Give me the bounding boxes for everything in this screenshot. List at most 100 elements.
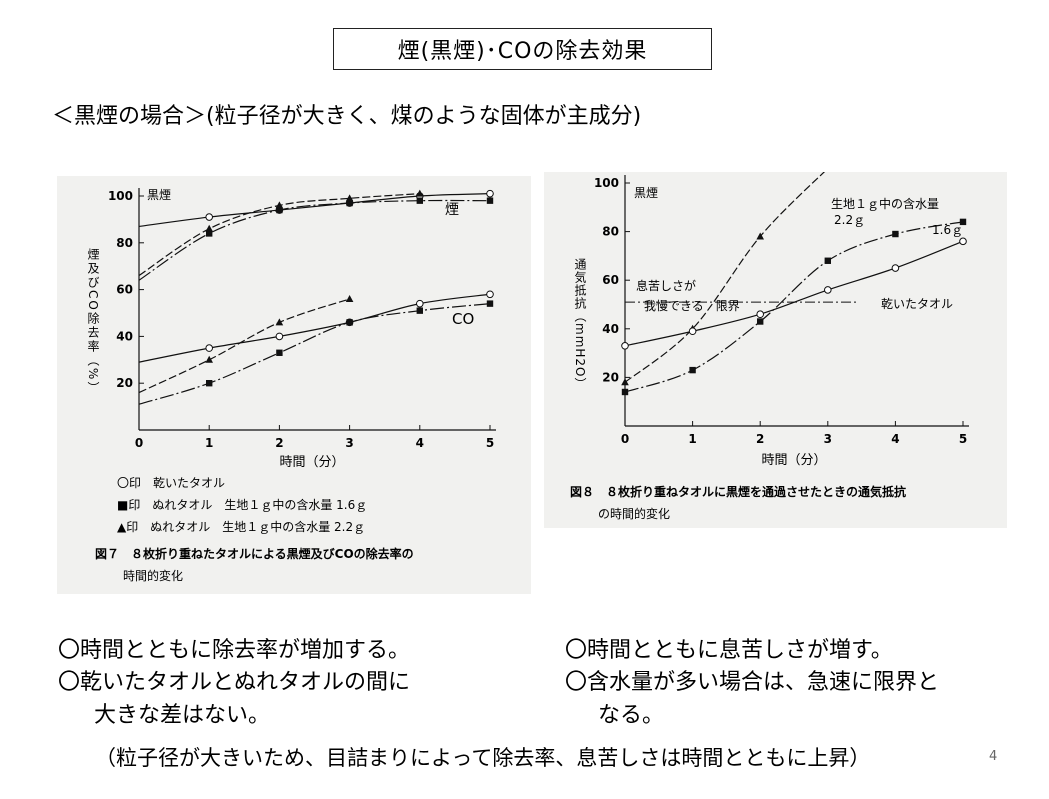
figure-8: 0 1 2 3 4 5 20 40 60 80 100 黒煙 生地１ｇ中の含水量 2.2ｇ 1.6ｇ…: [544, 172, 1007, 528]
x-tick-label: 3: [345, 436, 353, 450]
series-label-dry-towel: 乾いたタオル: [881, 297, 953, 311]
bullet-left-2: 〇乾いたタオルとぬれタオルの間に: [58, 670, 411, 695]
data-point-4-1: [276, 349, 283, 356]
data-point-1-3: [416, 197, 423, 204]
footnote: （粒子径が大きいため、目詰まりによって除去率、息苦しさは時間とともに上昇）: [95, 746, 871, 770]
data-point-0-2: [756, 232, 764, 240]
y-tick-label: 40: [602, 322, 619, 336]
legend-wet-2-2: ▲印 ぬれタオル 生地１ｇ中の含水量 2.2ｇ: [117, 519, 365, 534]
data-point-0-4: [486, 189, 494, 198]
data-point-3-3: [416, 299, 424, 308]
data-point-0-0: [621, 378, 629, 386]
series-line-circle: [138, 293, 491, 363]
x-tick-label: 2: [756, 432, 764, 446]
legend-dry-towel: 〇印 乾いたタオル: [117, 476, 225, 490]
y-tick-label: 80: [116, 236, 133, 250]
data-point-4-0: [206, 380, 213, 387]
data-point-1-5: [959, 218, 967, 226]
x-tick-label: 5: [486, 436, 494, 450]
y-tick-label: 60: [602, 273, 619, 287]
series-label-2-2g: 2.2ｇ: [834, 213, 865, 227]
y-tick-label: 100: [108, 189, 133, 203]
slide-title: 煙(黒煙)･COの除去効果: [333, 28, 712, 70]
bullet-left-1: 〇時間とともに除去率が増加する。: [58, 638, 411, 663]
bullet-right-3: なる。: [598, 703, 665, 728]
data-point-3-4: [486, 290, 494, 299]
y-axis-label: 通気抵抗（mmH2O）: [573, 258, 587, 391]
x-axis-label: 時間（分）: [761, 453, 826, 468]
slide-subtitle: ＜黒煙の場合＞(粒子径が大きく、煤のような固体が主成分): [52, 104, 642, 129]
x-tick-label: 1: [688, 432, 696, 446]
data-point-1-1: [276, 206, 283, 214]
data-point-2-5: [959, 237, 967, 246]
bullet-right-2: 〇含水量が多い場合は、急速に限界と: [565, 670, 940, 695]
series-line-square: [138, 303, 491, 405]
data-point-5-1: [275, 318, 284, 326]
data-point-5-0: [205, 355, 213, 363]
limit-label-line1: 息苦しさが: [636, 278, 696, 293]
series-line-circle: [624, 240, 964, 347]
series-label-water-content: 生地１ｇ中の含水量: [831, 196, 939, 211]
figure-caption-line1: 図８ ８枚折り重ねタオルに黒煙を通過させたときの通気抵抗: [570, 484, 906, 499]
x-tick-label: 0: [135, 436, 143, 450]
x-tick-label: 0: [621, 432, 629, 446]
series-line-circle: [138, 193, 491, 228]
limit-label-line2: 我慢できる 限界: [644, 299, 740, 313]
data-point-1-4: [892, 230, 899, 238]
data-point-2-2: [345, 194, 354, 202]
figure-caption-line1: 図７ ８枚折り重ねたタオルによる黒煙及びCOの除去率の: [95, 546, 414, 561]
y-tick-label: 20: [602, 370, 619, 384]
co-label: CO: [452, 310, 474, 328]
data-point-2-3: [824, 286, 832, 294]
series-line-triangle: [624, 172, 826, 383]
data-point-3-1: [275, 332, 284, 341]
bullet-left-3: 大きな差はない。: [94, 703, 271, 728]
x-tick-label: 4: [891, 432, 899, 446]
data-point-1-3: [824, 257, 831, 264]
x-tick-label: 4: [416, 436, 424, 450]
data-point-5-2: [345, 294, 354, 302]
plot-area: 0 1 2 3 4 5 20 40 60 80 100: [108, 188, 496, 450]
data-point-2-0: [621, 342, 629, 350]
data-point-4-3: [416, 307, 423, 314]
legend-wet-1-6: ■印 ぬれタオル 生地１ｇ中の含水量 1.6ｇ: [117, 497, 367, 512]
y-tick-label: 20: [116, 376, 133, 390]
figure-7-chart: 0 1 2 3 4 5 20 40 60 80 100 黒煙 煙 CO 時間（分） 〇印 乾いたタオ…: [86, 188, 496, 583]
x-tick-label: 3: [824, 432, 832, 446]
data-point-1-2: [346, 199, 353, 207]
figure-caption-line2: の時間的変化: [598, 506, 670, 521]
data-point-2-4: [891, 264, 900, 272]
data-point-1-0: [621, 388, 629, 396]
series-line-triangle: [138, 298, 350, 394]
series-line-square: [624, 221, 964, 393]
y-tick-label: 100: [594, 176, 619, 190]
plot-area: 0 1 2 3 4 5 20 40 60 80 100: [594, 172, 969, 446]
data-point-4-4: [486, 300, 494, 307]
data-point-3-0: [205, 344, 213, 352]
bullet-right-1: 〇時間とともに息苦しさが増す。: [565, 638, 893, 663]
y-tick-label: 80: [602, 225, 619, 239]
data-point-0-0: [205, 213, 213, 221]
data-point-2-2: [756, 310, 764, 319]
x-axis-label: 時間（分）: [279, 455, 344, 470]
data-point-4-2: [346, 319, 353, 326]
data-point-2-1: [688, 327, 697, 336]
corner-label: 黒煙: [634, 186, 658, 200]
corner-label: 黒煙: [147, 188, 171, 202]
figure-caption-line2: 時間的変化: [123, 568, 183, 583]
series-line-square: [138, 199, 491, 281]
data-point-1-4: [486, 197, 494, 204]
slide-title-text: 煙(黒煙)･COの除去効果: [397, 39, 648, 64]
data-point-2-1: [275, 201, 284, 209]
x-tick-label: 1: [205, 436, 213, 450]
y-tick-label: 60: [116, 283, 133, 297]
y-axis-label: 煙及びCO除去率（%）: [86, 248, 100, 396]
figure-8-chart: 0 1 2 3 4 5 20 40 60 80 100 黒煙 生地１ｇ中の含水量 2.2ｇ 1.6ｇ…: [570, 172, 969, 521]
series-label-1-6g: 1.6ｇ: [932, 223, 963, 237]
data-point-1-2: [757, 318, 764, 325]
smoke-label: 煙: [445, 202, 459, 218]
data-point-1-1: [689, 366, 696, 374]
figure-7: 0 1 2 3 4 5 20 40 60 80 100 黒煙 煙 CO 時間（分） 〇印 乾いたタオ…: [57, 176, 531, 594]
y-tick-label: 40: [116, 329, 133, 343]
page-number: 4: [989, 749, 998, 764]
